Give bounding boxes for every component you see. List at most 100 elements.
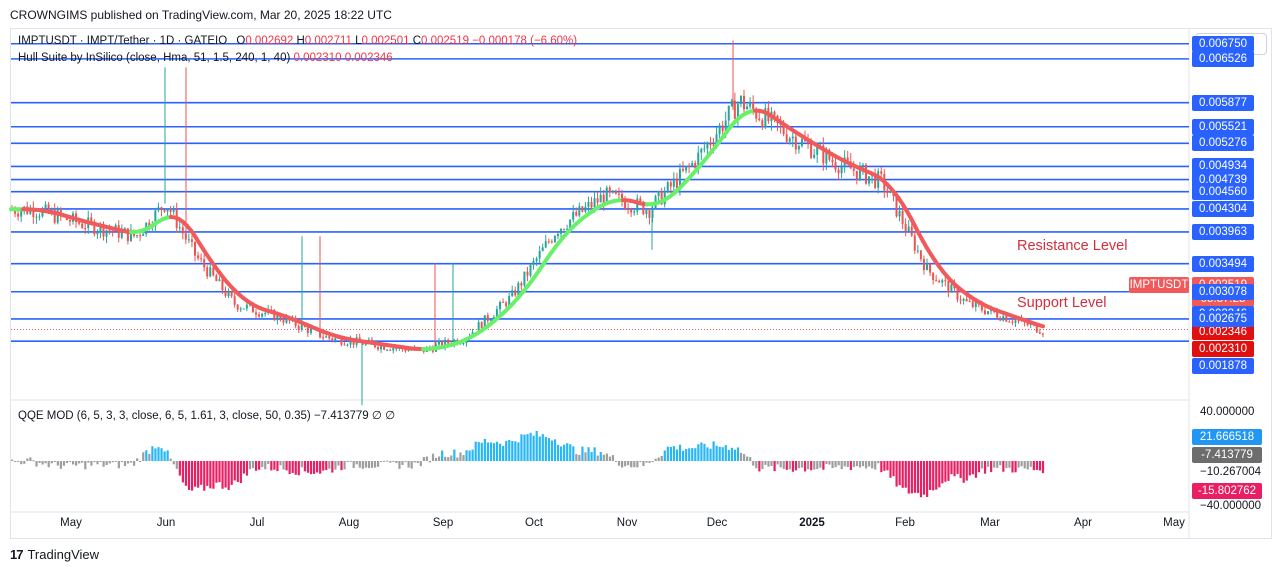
histogram-bar	[932, 461, 935, 491]
histogram-bar	[459, 452, 462, 461]
candle-body	[383, 345, 386, 350]
histogram-bar	[852, 461, 855, 467]
candle-body	[727, 105, 730, 121]
indicator-name: Hull Suite by InSilico (close, Hma, 51, …	[18, 52, 291, 64]
histogram-bar	[93, 461, 96, 463]
histogram-bar	[895, 461, 898, 487]
histogram-bar	[773, 461, 776, 472]
histogram-bar	[68, 461, 72, 462]
histogram-bar	[148, 453, 151, 461]
histogram-bar	[386, 460, 389, 462]
histogram-bar	[35, 461, 38, 467]
candle-body	[810, 143, 813, 158]
histogram-bar	[983, 461, 987, 474]
histogram-bar	[922, 461, 926, 495]
histogram-bar	[1032, 461, 1035, 471]
histogram-bar	[169, 458, 172, 461]
histogram-bar	[1041, 461, 1045, 474]
histogram-bar	[44, 461, 47, 464]
change-value: −0.000178 (−6.60%)	[472, 35, 578, 47]
candle-body	[306, 327, 309, 334]
candle-body	[630, 209, 633, 213]
histogram-bar	[929, 461, 932, 491]
histogram-bar	[910, 461, 913, 494]
histogram-bar	[1029, 461, 1032, 467]
histogram-bar	[584, 452, 587, 461]
histogram-bar	[187, 461, 191, 491]
candle-body	[550, 241, 553, 243]
candle-body	[526, 271, 529, 276]
candle-body	[974, 301, 977, 307]
candle-body	[724, 120, 727, 132]
candle-body	[721, 125, 724, 132]
level-price-tag: 0.004934	[1192, 158, 1254, 175]
histogram-bar	[410, 461, 413, 469]
histogram-bar	[919, 461, 923, 498]
candle-body	[648, 210, 651, 218]
histogram-bar	[996, 461, 999, 468]
candle-body	[816, 146, 819, 155]
candle-body	[239, 308, 242, 310]
level-price-tag: 0.005877	[1192, 94, 1254, 111]
month-label: Jun	[156, 517, 176, 529]
candle-body	[380, 345, 383, 350]
candle-body	[483, 315, 486, 329]
candle-body	[120, 230, 123, 238]
histogram-bar	[291, 461, 294, 473]
histogram-bar	[828, 461, 831, 465]
candle-body	[99, 224, 102, 232]
histogram-bar	[428, 461, 432, 463]
histogram-bar	[776, 461, 779, 465]
candle-body	[17, 213, 20, 217]
histogram-bar	[120, 461, 123, 463]
histogram-bar	[434, 457, 438, 461]
histogram-bar	[401, 461, 404, 465]
histogram-bar	[666, 446, 669, 461]
histogram-bar	[32, 460, 35, 462]
histogram-bar	[819, 461, 822, 468]
candle-body	[556, 233, 559, 237]
candle-body	[950, 284, 953, 293]
osc-axis-top: 40.000000	[1200, 406, 1255, 418]
level-price-tag: 0.004560	[1192, 183, 1254, 200]
histogram-bar	[78, 461, 81, 464]
histogram-bar	[154, 448, 157, 461]
candle-body	[669, 182, 672, 187]
histogram-bar	[312, 461, 316, 474]
month-label: Apr	[1074, 517, 1092, 529]
histogram-bar	[200, 461, 203, 485]
histogram-bar	[340, 461, 343, 471]
candle-body	[730, 100, 733, 106]
candle-body	[932, 272, 935, 281]
histogram-bar	[343, 461, 346, 470]
candle-body	[178, 227, 181, 229]
histogram-bar	[715, 445, 718, 461]
histogram-bar	[535, 430, 538, 461]
histogram-bar	[502, 445, 505, 461]
month-label: May	[1163, 517, 1185, 529]
histogram-bar	[425, 456, 428, 461]
candle-body	[761, 120, 764, 128]
histogram-bar	[285, 461, 288, 471]
candle-body	[343, 344, 346, 346]
candle-body	[614, 190, 617, 194]
histogram-bar	[227, 461, 230, 491]
histogram-bar	[145, 450, 148, 461]
histogram-bar	[550, 440, 554, 461]
histogram-bar	[669, 446, 672, 461]
histogram-bar	[523, 434, 526, 461]
histogram-bar	[349, 460, 352, 462]
histogram-bar	[1014, 461, 1017, 473]
histogram-bar	[556, 444, 560, 461]
resistance-label: Resistance Level	[1017, 238, 1128, 254]
histogram-bar	[383, 460, 386, 462]
candle-body	[1017, 320, 1020, 322]
candles	[11, 89, 1044, 354]
histogram-bar	[865, 461, 868, 469]
month-label: Oct	[525, 517, 543, 529]
histogram-bar	[47, 461, 50, 468]
histogram-bar	[721, 447, 724, 461]
histogram-bar	[871, 461, 874, 469]
level-price-tag: 0.003078	[1192, 283, 1254, 300]
